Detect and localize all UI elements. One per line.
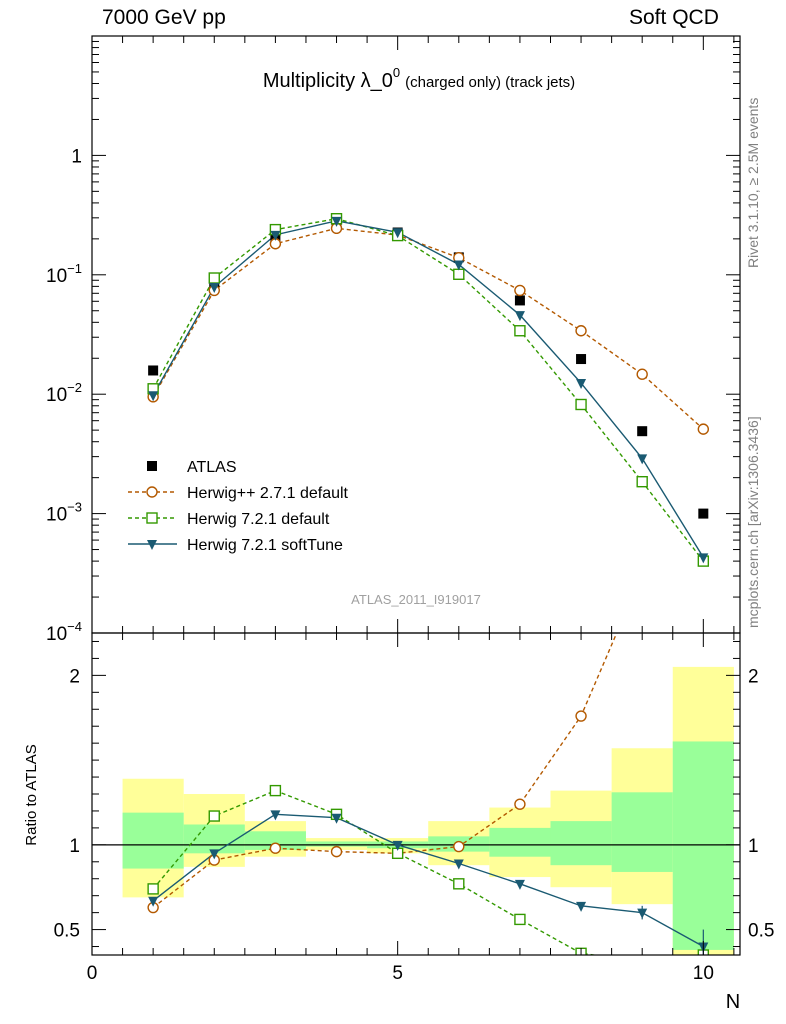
y-tick-label: 10−4 (46, 619, 82, 645)
inner-band (672, 741, 734, 950)
series-line-2 (152, 217, 704, 562)
ratio-point-s0 (637, 569, 647, 579)
chart-title: Multiplicity λ_00(charged only) (track j… (263, 65, 575, 92)
ratio-point-s0 (330, 845, 343, 858)
header-energy-label: 7000 GeV pp (102, 6, 226, 29)
data-point-s1 (514, 284, 526, 297)
main-panel: 1 10−1 10−2 10−3 10−4 ATLAS Herwig++ 2.7.1 def… (46, 35, 741, 645)
y-tick-label: 1 (71, 146, 82, 167)
uncertainty-bands (122, 666, 734, 955)
analysis-watermark: ATLAS_2011_I919017 (351, 592, 481, 607)
inner-band (611, 792, 673, 872)
data-point-s2 (453, 268, 465, 280)
ratio-point-s2 (270, 810, 281, 821)
series-line-1 (152, 227, 704, 430)
ratio-point-s2 (209, 849, 220, 860)
data-point-s2 (636, 475, 648, 488)
ratio-line-1 (152, 789, 704, 955)
data-point-s0 (148, 365, 159, 376)
legend-label: Herwig++ 2.7.1 default (187, 485, 349, 502)
main-series-group (147, 213, 710, 567)
data-point-s3 (209, 283, 220, 294)
data-point-s1 (636, 368, 648, 380)
data-point-s2 (208, 272, 220, 284)
x-axis-label: N (726, 991, 740, 1013)
data-point-s3 (270, 230, 281, 241)
data-point-s3 (453, 260, 464, 271)
inner-band (122, 812, 184, 869)
legend-label: ATLAS (187, 459, 237, 476)
data-point-s1 (575, 325, 587, 337)
series-line-3 (152, 220, 704, 558)
legend-label: Herwig 7.2.1 default (187, 511, 330, 528)
inner-band (550, 821, 612, 866)
ratio-point-s2 (576, 901, 587, 912)
y-tick-label: 10−2 (46, 380, 82, 406)
ratio-y-axis-label: Ratio to ATLAS (23, 744, 40, 845)
legend-marker (146, 486, 158, 498)
legend-marker (147, 461, 157, 471)
ratio-point-s1 (208, 810, 220, 822)
y-tick-label: 10−1 (46, 261, 82, 287)
data-point-s0 (514, 295, 525, 306)
ratio-point-s0 (575, 710, 587, 722)
data-point-s2 (514, 325, 526, 337)
ratio-y-tick-label-right: 1 (748, 836, 759, 857)
data-point-s3 (576, 379, 587, 390)
data-point-s0 (637, 426, 648, 437)
data-point-s3 (698, 553, 709, 564)
ratio-line-2 (152, 813, 704, 948)
ratio-point-s2 (637, 908, 648, 919)
ratio-point-s1 (269, 784, 282, 797)
ratio-y-tick-label-left: 0.5 (54, 921, 80, 942)
header-category-label: Soft QCD (629, 6, 719, 29)
legend: ATLAS Herwig++ 2.7.1 default Herwig 7.2.1 … (128, 459, 349, 554)
data-point-s3 (392, 228, 403, 239)
data-point-s3 (637, 454, 648, 465)
data-point-s0 (698, 508, 709, 519)
ratio-point-s2 (392, 840, 403, 851)
legend-marker (146, 512, 158, 524)
ratio-y-tick-label-left: 1 (69, 836, 80, 857)
ratio-point-s2 (453, 859, 464, 870)
data-point-s1 (697, 423, 710, 435)
ratio-point-s1 (453, 878, 465, 890)
inner-band (305, 841, 368, 847)
data-point-s0 (576, 354, 587, 365)
inner-band (489, 827, 551, 857)
data-point-s3 (331, 216, 342, 227)
ratio-point-s2 (148, 896, 159, 907)
ratio-point-s1 (147, 883, 159, 895)
ratio-y-tick-label-right: 0.5 (748, 921, 774, 942)
ratio-point-s0 (269, 842, 282, 854)
ratio-point-s1 (514, 913, 526, 926)
inner-band (183, 824, 245, 854)
ratio-point-s0 (453, 840, 465, 853)
legend-marker (147, 540, 157, 550)
ratio-panel: 0.5 0.5 1 1 2 2 0 5 10 (54, 213, 774, 984)
y-tick-label: 10−3 (46, 500, 82, 526)
ratio-point-s0 (698, 213, 708, 223)
x-tick-label: 10 (693, 963, 714, 984)
ratio-point-s2 (514, 879, 525, 890)
legend-label: Herwig 7.2.1 softTune (187, 537, 343, 554)
ratio-line-0 (152, 633, 618, 909)
ratio-point-s1 (637, 957, 647, 967)
data-point-s3 (148, 391, 159, 402)
ratio-point-s0 (514, 798, 526, 810)
x-tick-label: 0 (87, 963, 98, 984)
data-point-s3 (514, 311, 525, 322)
ratio-y-tick-label-left: 2 (69, 666, 80, 687)
ratio-y-tick-label-right: 2 (748, 666, 759, 687)
data-point-s2 (575, 398, 587, 411)
ratio-point-s2 (331, 813, 342, 824)
x-tick-label: 5 (392, 963, 403, 984)
